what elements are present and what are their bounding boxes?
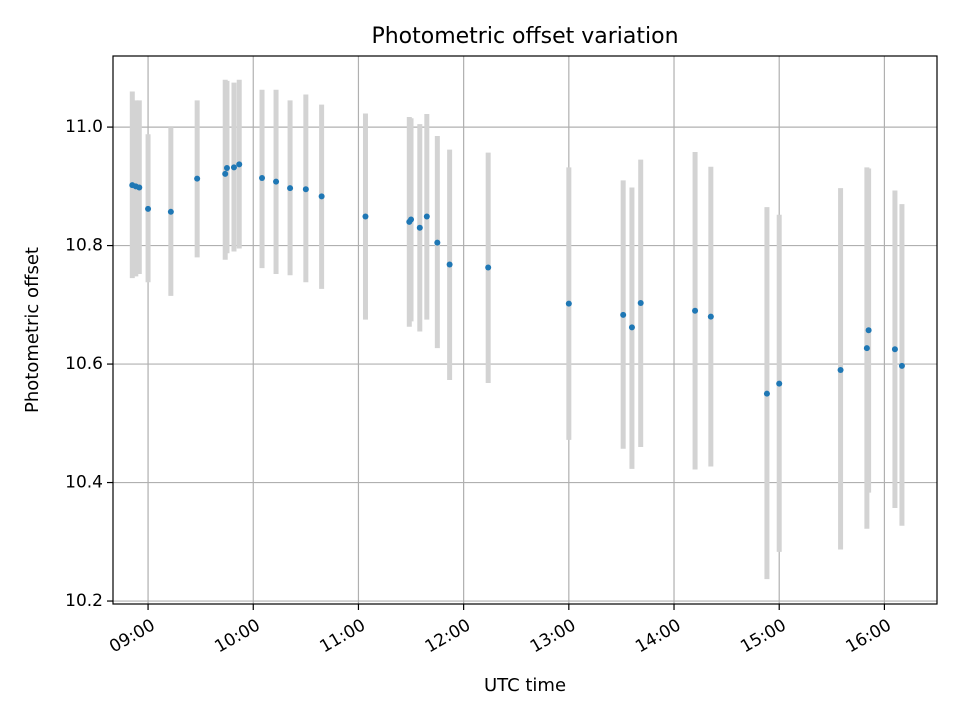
data-point [416, 224, 423, 231]
data-point [273, 178, 280, 185]
x-tick-label: 10:00 [211, 615, 263, 657]
data-point [891, 346, 898, 353]
data-point [223, 164, 230, 171]
y-tick-label: 10.8 [65, 236, 103, 256]
y-axis-ticks: 10.2 10.4 10.6 10.8 11.0 [65, 117, 113, 611]
data-point [763, 390, 770, 397]
data-point [194, 175, 201, 182]
data-point [565, 300, 572, 307]
x-tick-label: 12:00 [422, 615, 474, 657]
data-point [136, 184, 143, 191]
data-point [434, 239, 441, 246]
x-tick-label: 11:00 [317, 615, 369, 657]
data-point [423, 213, 430, 220]
data-points [129, 161, 905, 397]
data-point [620, 311, 627, 318]
data-point [863, 345, 870, 352]
x-axis-label: UTC time [484, 675, 566, 696]
chart-title: Photometric offset variation [371, 24, 678, 49]
x-tick-label: 09:00 [106, 615, 158, 657]
data-point [408, 216, 415, 223]
data-point [692, 307, 699, 314]
data-point [259, 175, 266, 182]
data-point [222, 170, 229, 177]
data-point [898, 362, 905, 369]
y-tick-label: 10.2 [65, 591, 103, 611]
data-point [628, 324, 635, 331]
x-tick-label: 13:00 [527, 615, 579, 657]
plot-frame [112, 55, 938, 605]
x-tick-label: 14:00 [632, 615, 684, 657]
data-point [485, 264, 492, 271]
data-point [776, 380, 783, 387]
y-axis-label: Photometric offset [22, 247, 43, 413]
data-point [318, 193, 325, 200]
x-axis-ticks: 09:00 10:00 11:00 12:00 13:00 14:00 15:00 16:00 [106, 604, 895, 657]
x-tick-label: 16:00 [842, 615, 894, 657]
y-tick-label: 11.0 [65, 117, 103, 137]
data-point [865, 327, 872, 334]
data-point [287, 185, 294, 192]
data-point [446, 261, 453, 268]
data-point [302, 186, 309, 193]
data-point [230, 164, 237, 171]
grid [113, 56, 937, 604]
data-point [362, 213, 369, 220]
data-point [167, 208, 174, 215]
y-tick-label: 10.6 [65, 354, 103, 374]
data-point [145, 205, 152, 212]
error-bars [129, 79, 905, 580]
x-tick-label: 15:00 [737, 615, 789, 657]
data-point [236, 161, 243, 168]
data-point [837, 366, 844, 373]
data-point [707, 313, 714, 320]
y-tick-label: 10.4 [65, 473, 103, 493]
data-point [637, 300, 644, 307]
